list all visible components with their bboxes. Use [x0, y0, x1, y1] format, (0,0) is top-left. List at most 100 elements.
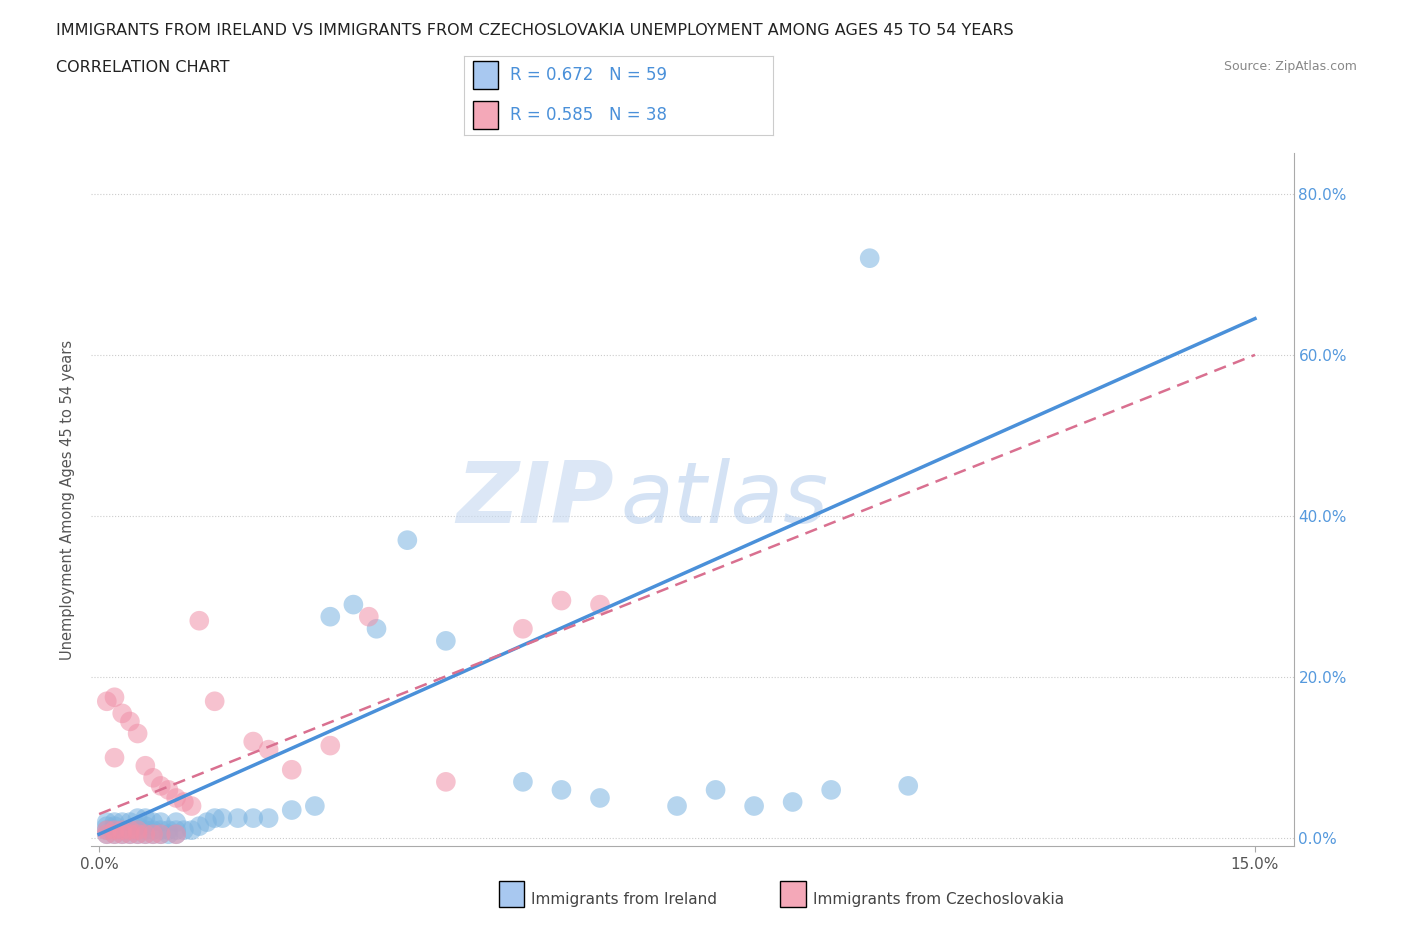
Point	[118, 815, 141, 830]
Y-axis label: Unemployment Among Ages 45 to 54 years: Unemployment Among Ages 45 to 54 years	[60, 339, 76, 660]
Point	[226, 811, 249, 826]
Point	[366, 621, 388, 636]
Point	[118, 823, 141, 838]
Text: R = 0.672   N = 59: R = 0.672 N = 59	[510, 66, 668, 85]
Point	[111, 706, 134, 721]
Point	[96, 827, 118, 842]
Point	[180, 823, 202, 838]
Point	[589, 597, 612, 612]
Point	[165, 823, 187, 838]
Point	[149, 778, 172, 793]
Point	[142, 827, 165, 842]
Point	[319, 738, 342, 753]
FancyBboxPatch shape	[474, 61, 498, 89]
Text: R = 0.585   N = 38: R = 0.585 N = 38	[510, 106, 668, 124]
Text: CORRELATION CHART: CORRELATION CHART	[56, 60, 229, 75]
Point	[149, 827, 172, 842]
Point	[304, 799, 326, 814]
Point	[127, 726, 149, 741]
Point	[149, 827, 172, 842]
Point	[204, 811, 226, 826]
Point	[512, 775, 534, 790]
Point	[103, 751, 125, 765]
Point	[281, 803, 304, 817]
Point	[111, 823, 134, 838]
Text: Immigrants from Ireland: Immigrants from Ireland	[531, 892, 717, 907]
Point	[782, 794, 804, 809]
Point	[165, 815, 187, 830]
Point	[118, 827, 141, 842]
Point	[188, 818, 211, 833]
Point	[173, 823, 195, 838]
Text: atlas: atlas	[620, 458, 828, 541]
Point	[149, 823, 172, 838]
Point	[127, 827, 149, 842]
Point	[550, 782, 572, 797]
Text: IMMIGRANTS FROM IRELAND VS IMMIGRANTS FROM CZECHOSLOVAKIA UNEMPLOYMENT AMONG AGE: IMMIGRANTS FROM IRELAND VS IMMIGRANTS FR…	[56, 23, 1014, 38]
Point	[111, 815, 134, 830]
Point	[281, 763, 304, 777]
Point	[165, 790, 187, 805]
Point	[134, 811, 156, 826]
Point	[589, 790, 612, 805]
Point	[103, 823, 125, 838]
Point	[342, 597, 364, 612]
Point	[142, 827, 165, 842]
Point	[157, 823, 180, 838]
Point	[134, 758, 156, 773]
Point	[134, 827, 156, 842]
Point	[180, 799, 202, 814]
Point	[96, 823, 118, 838]
Point	[96, 823, 118, 838]
Point	[357, 609, 380, 624]
Point	[118, 714, 141, 729]
Point	[134, 827, 156, 842]
Point	[134, 823, 156, 838]
Point	[157, 782, 180, 797]
Point	[127, 827, 149, 842]
Point	[195, 815, 218, 830]
Point	[96, 818, 118, 833]
Point	[118, 823, 141, 838]
Point	[103, 690, 125, 705]
Text: Source: ZipAtlas.com: Source: ZipAtlas.com	[1223, 60, 1357, 73]
Point	[118, 827, 141, 842]
Point	[142, 823, 165, 838]
Point	[127, 823, 149, 838]
Point	[550, 593, 572, 608]
Point	[204, 694, 226, 709]
Text: Immigrants from Czechoslovakia: Immigrants from Czechoslovakia	[813, 892, 1064, 907]
Point	[434, 633, 457, 648]
Point	[96, 694, 118, 709]
Point	[188, 613, 211, 628]
Point	[165, 827, 187, 842]
Point	[134, 818, 156, 833]
Point	[103, 827, 125, 842]
Point	[211, 811, 233, 826]
Point	[173, 794, 195, 809]
Point	[242, 734, 264, 749]
Point	[434, 775, 457, 790]
Point	[149, 815, 172, 830]
Point	[897, 778, 920, 793]
Point	[257, 811, 280, 826]
Text: ZIP: ZIP	[457, 458, 614, 541]
Point	[242, 811, 264, 826]
Point	[111, 827, 134, 842]
Point	[165, 827, 187, 842]
Point	[742, 799, 765, 814]
Point	[96, 815, 118, 830]
FancyBboxPatch shape	[474, 100, 498, 128]
Point	[111, 827, 134, 842]
Point	[157, 827, 180, 842]
Point	[820, 782, 842, 797]
Point	[127, 818, 149, 833]
Point	[127, 811, 149, 826]
Point	[859, 251, 882, 266]
Point	[96, 827, 118, 842]
Point	[103, 815, 125, 830]
Point	[103, 823, 125, 838]
Point	[257, 742, 280, 757]
Point	[103, 827, 125, 842]
Point	[142, 770, 165, 785]
